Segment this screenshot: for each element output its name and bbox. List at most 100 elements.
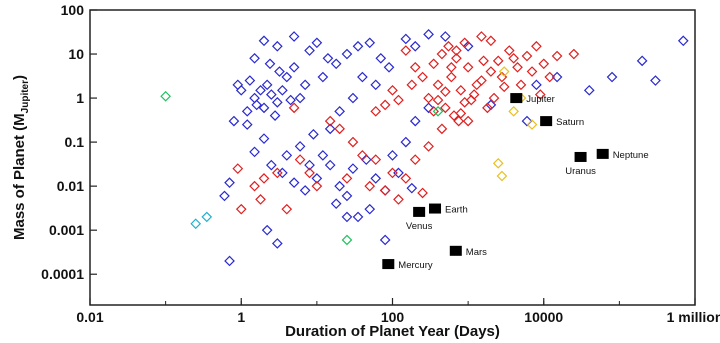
data-point [281,203,293,215]
data-point [294,92,306,104]
data-point [476,31,487,42]
data-point [261,224,273,236]
data-point [432,94,444,106]
data-point [400,33,412,45]
x-axis-title: Duration of Planet Year (Days) [285,323,500,340]
data-point [294,154,306,165]
data-point [406,182,418,194]
data-point [271,96,283,108]
data-point [526,119,538,130]
data-point [428,105,439,117]
data-point [224,255,235,267]
planet-marker-venus [413,206,426,217]
data-point [436,48,448,60]
data-point [393,167,404,179]
data-point [347,163,359,174]
data-point [251,99,263,111]
data-point [265,89,277,100]
data-point [352,40,364,52]
data-point [219,190,230,202]
data-point [512,61,523,73]
data-point [400,173,412,184]
y-tick-label: 0.0001 [41,266,84,282]
data-points [160,28,689,267]
data-point [432,79,444,91]
data-point [258,102,270,114]
data-point [409,61,421,73]
data-point [224,177,235,189]
data-point [288,31,300,42]
data-point [341,48,353,60]
data-point [190,218,202,230]
data-point [534,89,546,100]
data-point [551,71,563,83]
planet-label-jupiter: Jupiter [526,94,555,105]
data-point [317,71,329,83]
planet-label-venus: Venus [406,221,433,232]
data-point [255,194,266,205]
planet-label-neptune: Neptune [613,150,649,161]
data-point [324,115,336,127]
x-tick-label: 1 million [667,309,720,325]
data-point [311,173,323,184]
data-point [364,180,376,192]
data-point [201,211,213,223]
data-point [440,102,451,114]
data-point [334,123,345,135]
data-point [379,234,391,246]
y-tick-label: 0.01 [57,178,84,194]
data-point [409,40,421,52]
data-point [285,94,296,106]
data-point [322,52,334,64]
data-point [409,115,421,127]
data-point [515,79,527,91]
data-point [451,52,462,64]
x-tick-label: 100 [381,309,405,325]
y-axis-title-main: Mass of Planet (M [11,113,28,240]
data-point [370,79,382,91]
data-point [352,211,364,223]
data-point [417,187,428,199]
data-point [281,150,293,161]
data-point [249,52,260,64]
data-point [258,133,270,144]
data-point [271,167,283,179]
planet-marker-earth [429,203,442,214]
planet-label-mercury: Mercury [398,260,433,271]
data-point [370,105,382,117]
data-point [334,105,345,117]
data-point [393,94,404,106]
data-point [503,45,515,56]
data-point [526,66,538,77]
data-point [288,61,300,73]
data-point [478,55,489,67]
data-point [406,79,418,91]
y-tick-label: 0.1 [65,134,85,150]
data-point [294,141,306,152]
data-point [451,45,462,56]
planet-marker-mercury [382,259,395,270]
data-point [304,159,315,171]
data-point [551,50,563,62]
data-point [465,94,477,106]
data-point [379,99,391,111]
data-point [370,154,382,165]
data-point [387,167,398,179]
y-tick-label: 100 [61,2,85,18]
data-point [311,37,323,49]
data-point [606,71,618,83]
planet-label-uranus: Uranus [565,166,596,177]
data-point [360,154,372,165]
data-point [677,35,689,47]
data-point [476,75,487,86]
data-point [370,173,382,184]
data-point [379,185,391,196]
data-point [341,190,353,202]
data-point [304,45,315,56]
data-point [423,92,434,104]
y-tick-label: 0.001 [49,222,84,238]
data-point [341,173,353,184]
data-point [269,110,281,121]
data-point [341,211,353,223]
data-point [428,58,439,70]
